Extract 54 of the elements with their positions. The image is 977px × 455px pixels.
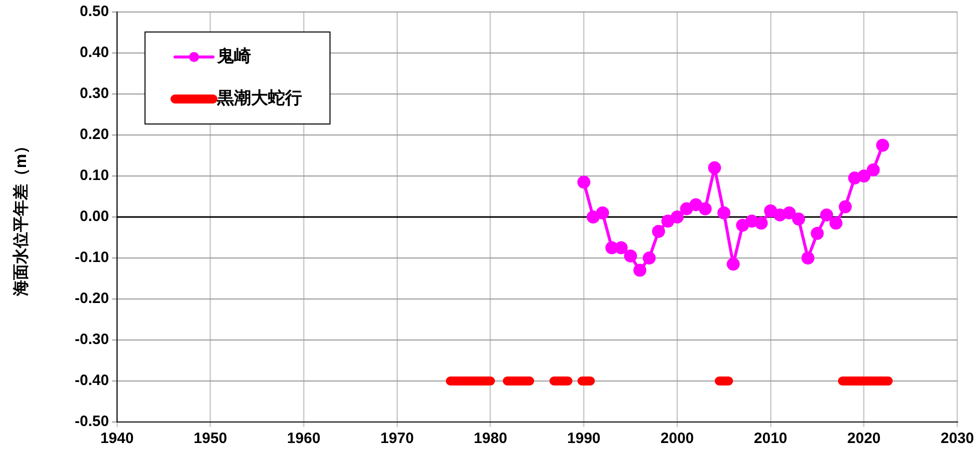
point (792, 212, 806, 226)
legend-label: 黒潮大蛇行 (216, 88, 302, 108)
point (782, 206, 796, 220)
point (726, 258, 740, 271)
point (866, 163, 880, 176)
point (736, 218, 750, 232)
point (876, 138, 890, 152)
point (670, 210, 684, 224)
point (689, 198, 702, 212)
y-tick-label: -0.50 (74, 413, 109, 430)
x-tick-label: 2000 (660, 430, 694, 448)
point (642, 252, 656, 264)
y-tick-label: -0.40 (74, 372, 109, 390)
point (698, 202, 712, 216)
y-tick-label: 0.40 (80, 44, 109, 62)
x-tick-label: 1950 (194, 430, 228, 448)
x-tick-label: 1990 (567, 430, 601, 448)
x-tick-label: 2020 (847, 430, 881, 448)
x-tick-label: 1960 (287, 430, 320, 448)
point (596, 206, 610, 220)
x-tick-label: 1970 (380, 430, 414, 448)
point (661, 214, 674, 228)
point (838, 200, 852, 214)
legend-label: 鬼崎 (216, 46, 251, 66)
point (577, 176, 590, 189)
point (717, 206, 730, 220)
y-tick-label: 0.00 (80, 208, 109, 226)
y-tick-label: -0.20 (74, 290, 109, 308)
point (624, 249, 638, 262)
point (633, 264, 646, 277)
point (801, 252, 814, 264)
point (810, 226, 824, 240)
point (708, 161, 722, 174)
point (586, 210, 600, 224)
y-tick-label: -0.30 (74, 331, 109, 348)
y-tick-label: 0.10 (80, 167, 109, 184)
point (820, 208, 834, 222)
y-tick-label: 0.50 (80, 3, 109, 20)
point (829, 216, 842, 230)
point (857, 170, 870, 182)
point (764, 204, 778, 218)
x-tick-label: 1940 (100, 430, 134, 448)
point (754, 216, 768, 230)
x-tick-label: 2030 (940, 430, 974, 448)
y-tick-label: -0.10 (74, 249, 109, 266)
x-tick-label: 1980 (474, 430, 508, 448)
y-tick-label: 0.20 (80, 126, 109, 144)
point (680, 202, 694, 216)
point (652, 224, 666, 238)
y-tick-label: 0.30 (80, 85, 109, 102)
x-tick-label: 2010 (754, 430, 788, 448)
point (848, 172, 862, 185)
point (614, 241, 628, 254)
y-axis-title: 海面水位平年差（m） (12, 138, 30, 298)
